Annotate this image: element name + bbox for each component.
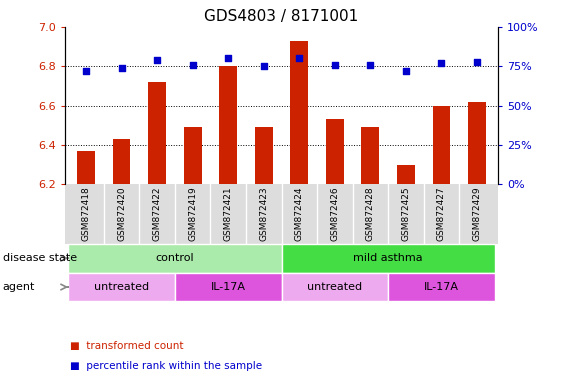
- Text: GSM872422: GSM872422: [153, 187, 162, 241]
- Bar: [113, 139, 131, 184]
- Bar: [326, 119, 343, 184]
- Text: GSM872419: GSM872419: [188, 187, 197, 242]
- Bar: [468, 102, 486, 184]
- Bar: [282, 244, 495, 273]
- Bar: [432, 106, 450, 184]
- Title: GDS4803 / 8171001: GDS4803 / 8171001: [204, 9, 359, 24]
- Text: untreated: untreated: [94, 282, 149, 292]
- Bar: [255, 127, 272, 184]
- Text: untreated: untreated: [307, 282, 363, 292]
- Point: [366, 61, 375, 68]
- Bar: [68, 273, 175, 301]
- Text: GSM872426: GSM872426: [330, 187, 339, 242]
- Bar: [388, 273, 495, 301]
- Point: [330, 61, 339, 68]
- Point: [401, 68, 410, 74]
- Text: GSM872420: GSM872420: [117, 187, 126, 242]
- Bar: [282, 273, 388, 301]
- Point: [295, 55, 304, 61]
- Point: [437, 60, 446, 66]
- Bar: [175, 273, 282, 301]
- Point: [117, 65, 126, 71]
- Text: GSM872429: GSM872429: [472, 187, 481, 242]
- Text: agent: agent: [3, 282, 35, 292]
- Point: [259, 63, 268, 70]
- Text: GSM872424: GSM872424: [295, 187, 304, 241]
- Text: GSM872428: GSM872428: [366, 187, 375, 242]
- Text: GSM872427: GSM872427: [437, 187, 446, 242]
- Text: mild asthma: mild asthma: [354, 253, 423, 263]
- Bar: [68, 244, 282, 273]
- Bar: [220, 66, 237, 184]
- Text: control: control: [155, 253, 194, 263]
- Point: [188, 61, 197, 68]
- Point: [153, 57, 162, 63]
- Point: [224, 55, 233, 61]
- Point: [472, 58, 481, 65]
- Text: GSM872423: GSM872423: [259, 187, 268, 242]
- Text: GSM872421: GSM872421: [224, 187, 233, 242]
- Bar: [361, 127, 379, 184]
- Text: IL-17A: IL-17A: [211, 282, 245, 292]
- Bar: [397, 165, 415, 184]
- Bar: [291, 41, 308, 184]
- Text: ■  transformed count: ■ transformed count: [70, 341, 184, 351]
- Bar: [184, 127, 202, 184]
- Bar: [148, 82, 166, 184]
- Point: [82, 68, 91, 74]
- Text: IL-17A: IL-17A: [424, 282, 459, 292]
- Text: ■  percentile rank within the sample: ■ percentile rank within the sample: [70, 361, 262, 371]
- Text: GSM872425: GSM872425: [401, 187, 410, 242]
- Bar: [77, 151, 95, 184]
- Text: disease state: disease state: [3, 253, 77, 263]
- Text: GSM872418: GSM872418: [82, 187, 91, 242]
